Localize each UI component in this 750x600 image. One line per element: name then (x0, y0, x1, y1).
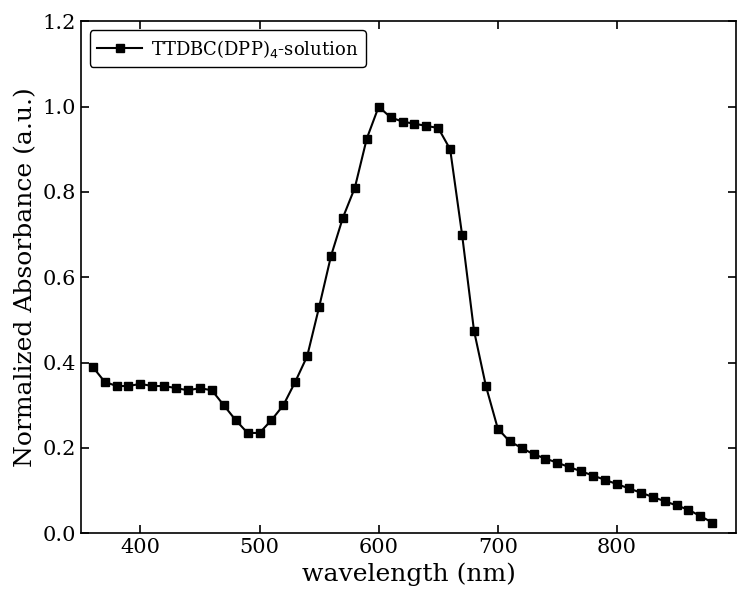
TTDBC(DPP)$_4$-solution (88, 363, 98, 370)
X-axis label: wavelength (nm): wavelength (nm) (302, 563, 515, 586)
TTDBC(DPP)$_4$-solution (577, 468, 586, 475)
TTDBC(DPP)$_4$-solution (458, 231, 466, 238)
Y-axis label: Normalized Absorbance (a.u.): Normalized Absorbance (a.u.) (14, 88, 37, 467)
TTDBC(DPP)$_4$-solution (255, 430, 264, 437)
TTDBC(DPP)$_4$-solution (470, 327, 478, 334)
TTDBC(DPP)$_4$-solution (648, 493, 657, 500)
TTDBC(DPP)$_4$-solution (494, 425, 502, 432)
Legend: TTDBC(DPP)$_4$-solution: TTDBC(DPP)$_4$-solution (90, 31, 366, 67)
Line: TTDBC(DPP)$_4$-solution: TTDBC(DPP)$_4$-solution (88, 103, 716, 527)
TTDBC(DPP)$_4$-solution (708, 519, 717, 526)
TTDBC(DPP)$_4$-solution (374, 103, 383, 110)
